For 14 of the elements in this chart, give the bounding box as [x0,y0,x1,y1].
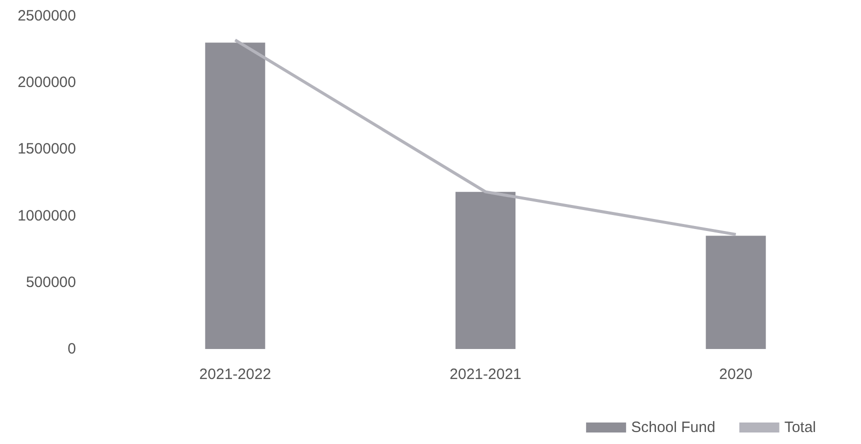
bar [205,42,266,349]
bar [706,236,766,349]
y-tick-label: 2500000 [18,8,76,24]
legend-label: Total [784,419,816,436]
y-tick-label: 2000000 [18,74,76,92]
y-tick-label: 1500000 [18,140,76,158]
y-tick-label: 1000000 [18,207,76,224]
y-tick-label: 0 [68,340,76,358]
legend-label: School Fund [631,419,716,436]
x-tick-label: 2021-2021 [450,366,522,383]
x-tick-label: 2020 [719,366,753,383]
bar [456,192,516,349]
x-tick-label: 2021-2022 [199,366,272,383]
y-tick-label: 500000 [26,274,76,291]
